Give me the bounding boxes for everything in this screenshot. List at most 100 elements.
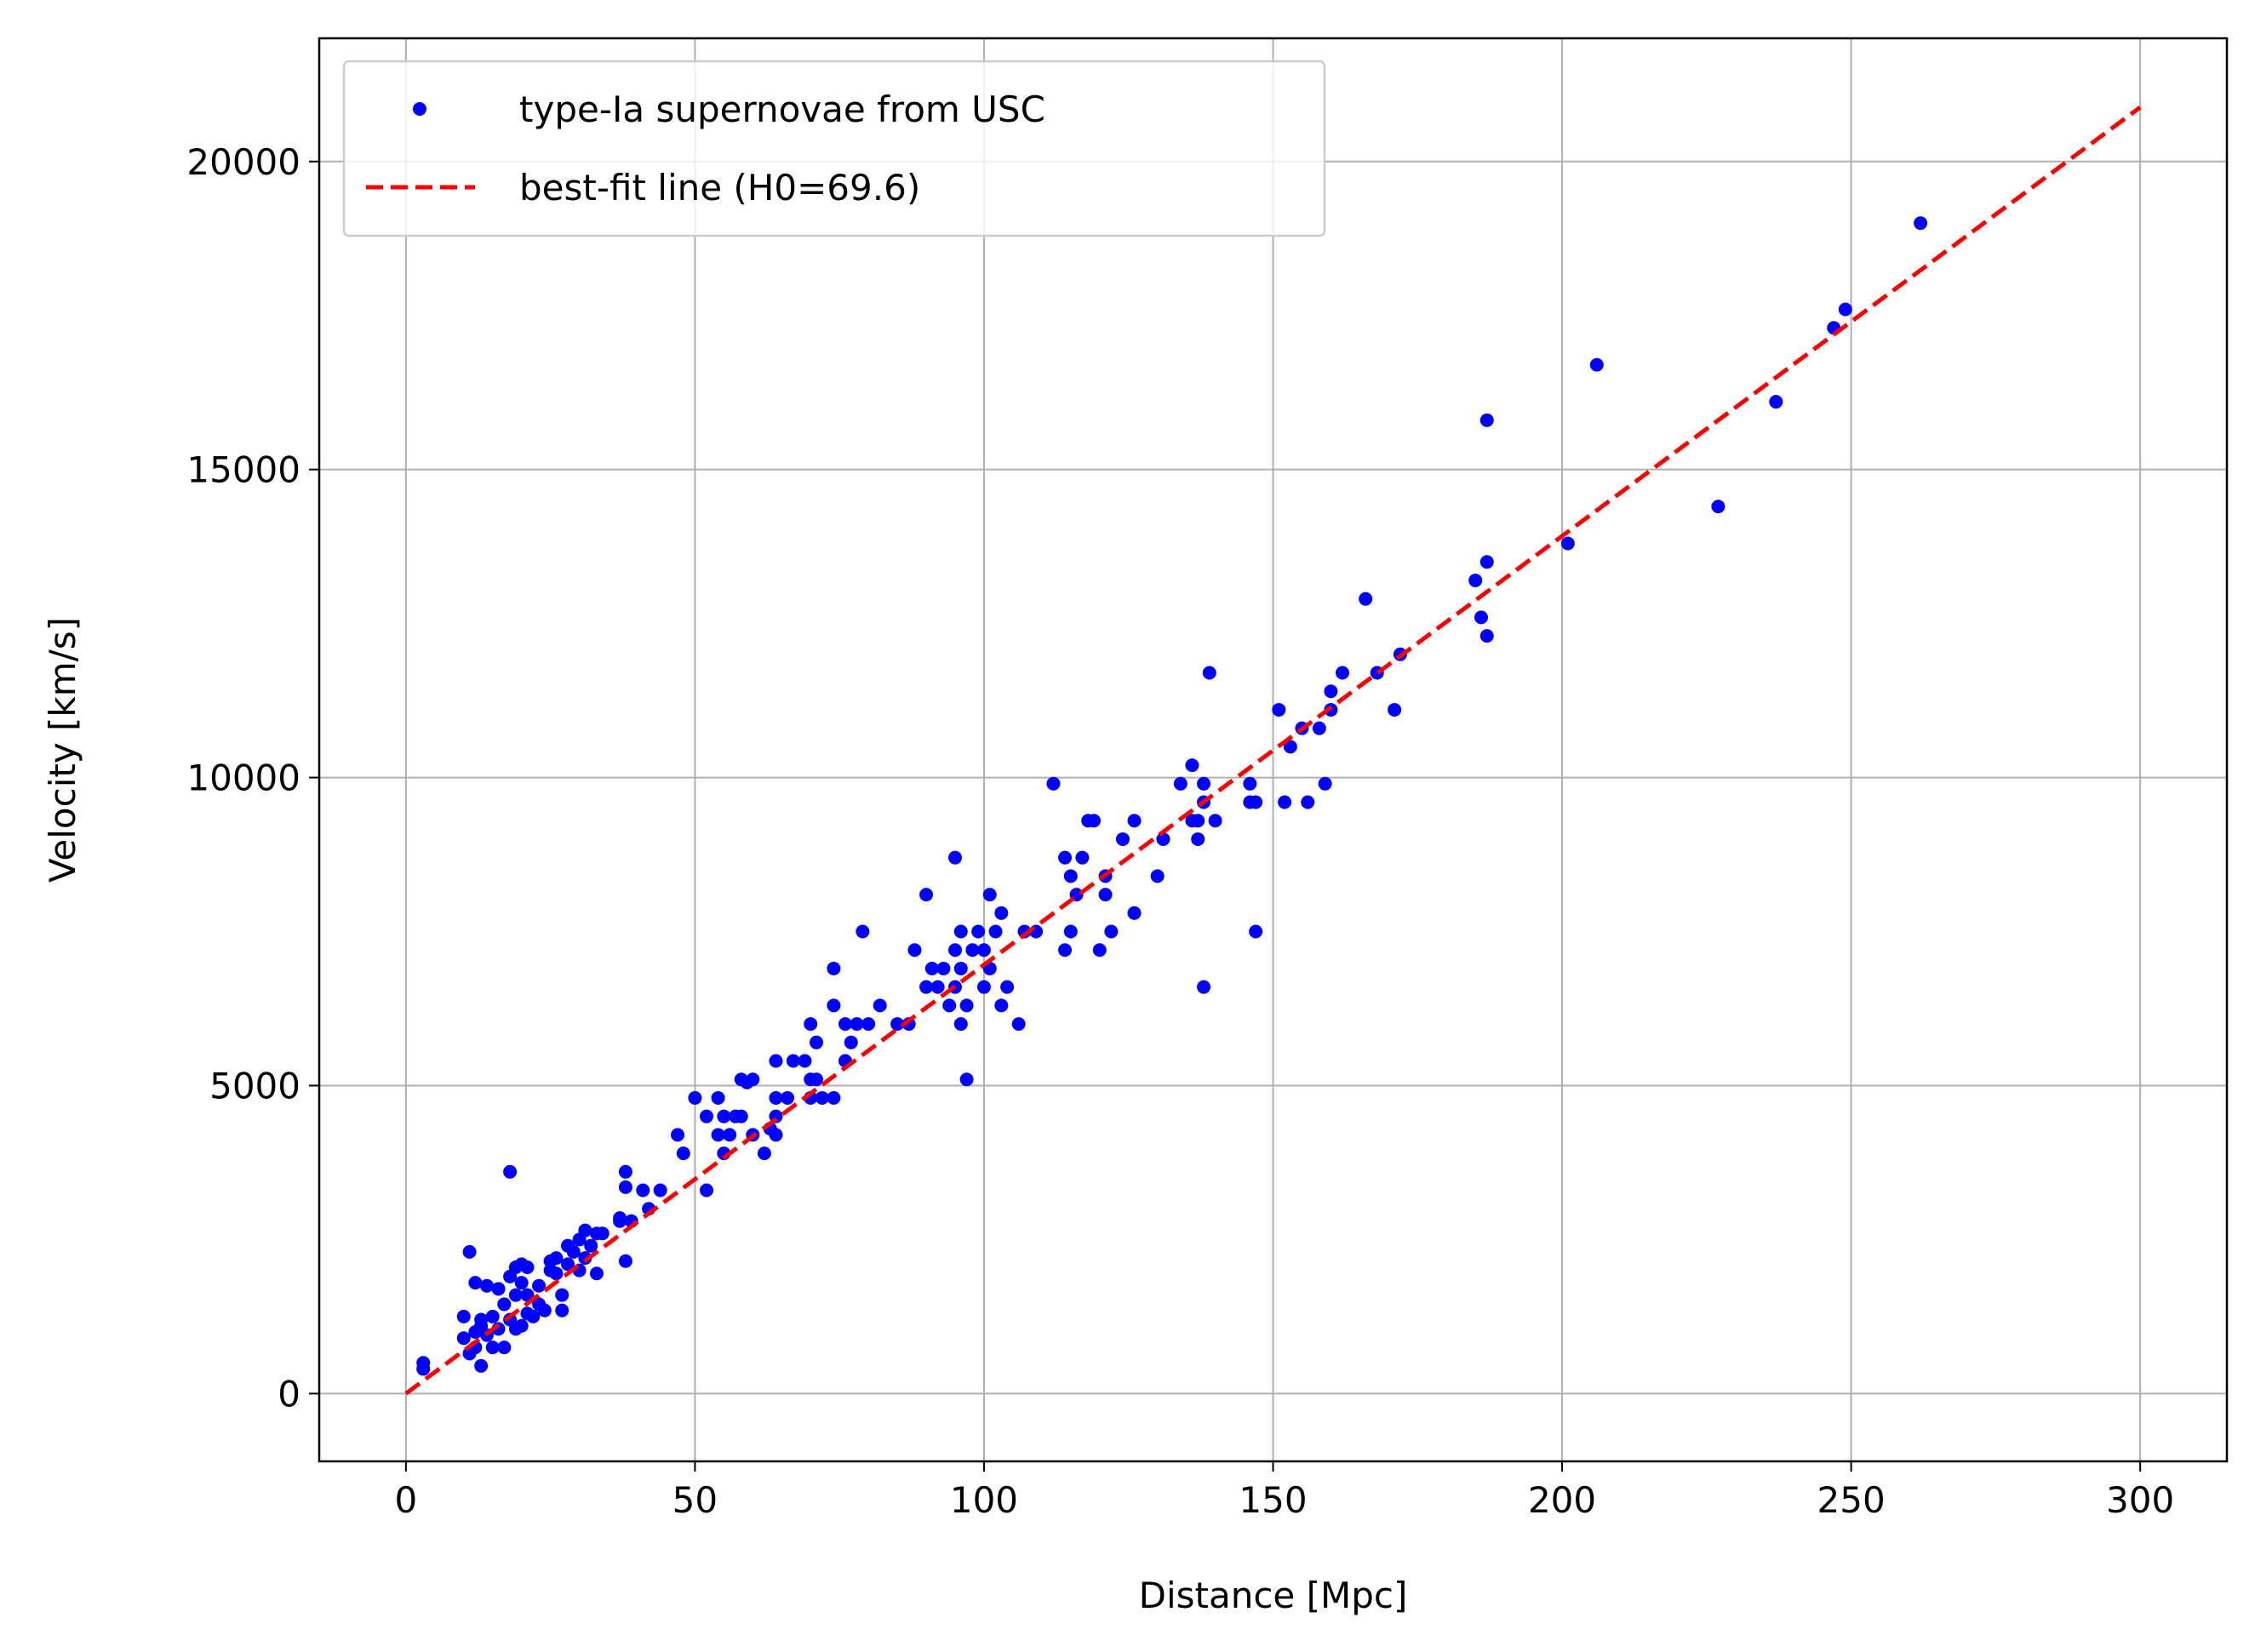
data-point (1283, 740, 1297, 754)
data-point (757, 1146, 771, 1161)
y-tick-label: 0 (278, 1373, 300, 1415)
legend: type-Ia supernovae from USC best-fit lin… (342, 60, 1326, 237)
data-point (798, 1054, 812, 1068)
y-tick-label: 5000 (209, 1065, 300, 1106)
x-tick-label: 300 (2106, 1479, 2174, 1521)
data-point (526, 1309, 541, 1323)
data-point (994, 998, 1009, 1013)
y-tick-label: 20000 (186, 141, 300, 183)
data-point (1359, 592, 1373, 606)
data-point (786, 1054, 800, 1068)
data-point (1197, 776, 1211, 791)
data-point (1711, 500, 1726, 514)
data-point (497, 1340, 512, 1355)
data-point (1191, 814, 1205, 828)
x-tick-label: 150 (1239, 1479, 1307, 1521)
data-point (815, 1090, 829, 1105)
x-tick-label: 100 (950, 1479, 1018, 1521)
data-point (1335, 666, 1349, 680)
data-point (456, 1331, 471, 1346)
data-point (1324, 684, 1338, 699)
plot-area (404, 106, 2142, 1396)
data-point (936, 961, 951, 975)
data-point (890, 1017, 905, 1032)
data-point (613, 1214, 627, 1228)
data-point (1058, 943, 1073, 957)
data-point (555, 1303, 569, 1318)
data-point (953, 961, 968, 975)
data-point (1185, 758, 1199, 773)
data-point (930, 980, 945, 994)
data-point (1272, 702, 1286, 717)
data-point (988, 924, 1003, 939)
data-point (566, 1244, 581, 1259)
data-point (959, 998, 974, 1013)
data-point (804, 1017, 818, 1032)
legend-label-points: type-Ia supernovae from USC (519, 89, 1045, 130)
data-point (1011, 1017, 1026, 1032)
data-point (781, 1090, 795, 1105)
data-point (1249, 924, 1263, 939)
data-point (919, 888, 934, 902)
y-tick-label: 10000 (186, 757, 300, 799)
data-point (769, 1054, 783, 1068)
data-point (1589, 357, 1604, 372)
data-point (474, 1358, 489, 1373)
data-point (1000, 980, 1015, 994)
data-point (514, 1276, 529, 1290)
data-point (1127, 906, 1142, 920)
data-point (676, 1146, 690, 1161)
data-point (723, 1128, 737, 1142)
data-point (1278, 795, 1292, 809)
data-point (1063, 869, 1078, 883)
data-point (584, 1238, 598, 1253)
data-point (971, 924, 986, 939)
data-point (1127, 814, 1142, 828)
data-point (873, 998, 887, 1013)
data-point (1115, 832, 1130, 846)
best-fit-line (404, 106, 2142, 1396)
data-point (965, 943, 980, 957)
legend-label-fit: best-fit line (H0=69.6) (519, 167, 920, 209)
data-point (942, 998, 957, 1013)
data-point (549, 1251, 564, 1266)
data-point (1838, 302, 1852, 317)
data-point (595, 1226, 610, 1241)
data-point (734, 1109, 748, 1123)
data-point (856, 924, 870, 939)
data-point (982, 888, 997, 902)
x-tick-label: 250 (1817, 1479, 1886, 1521)
data-point (1058, 850, 1073, 865)
x-tick-label: 0 (394, 1479, 417, 1521)
data-point (1249, 795, 1263, 809)
data-point (769, 1090, 783, 1105)
data-point (844, 1035, 858, 1049)
data-point (1156, 832, 1170, 846)
data-point (1479, 629, 1494, 643)
data-point (924, 961, 939, 975)
data-point (671, 1128, 685, 1142)
data-point (532, 1278, 547, 1293)
data-point (1479, 413, 1494, 427)
x-axis-label: Distance [Mpc] (1139, 1575, 1408, 1616)
data-point (1150, 869, 1165, 883)
data-point (618, 1254, 632, 1268)
data-point (485, 1309, 500, 1323)
data-point (1104, 924, 1119, 939)
data-point (746, 1072, 760, 1087)
data-point (1914, 216, 1928, 231)
x-tick-label: 200 (1528, 1479, 1596, 1521)
data-point (810, 1035, 824, 1049)
data-point (1173, 776, 1188, 791)
data-point (1312, 721, 1326, 735)
data-point (827, 998, 841, 1013)
data-point (1769, 395, 1783, 409)
data-point (1479, 555, 1494, 569)
data-point (1208, 814, 1222, 828)
data-point (497, 1297, 512, 1312)
data-point (827, 961, 841, 975)
data-point (1098, 888, 1113, 902)
data-point (561, 1257, 575, 1272)
data-point (1063, 924, 1078, 939)
